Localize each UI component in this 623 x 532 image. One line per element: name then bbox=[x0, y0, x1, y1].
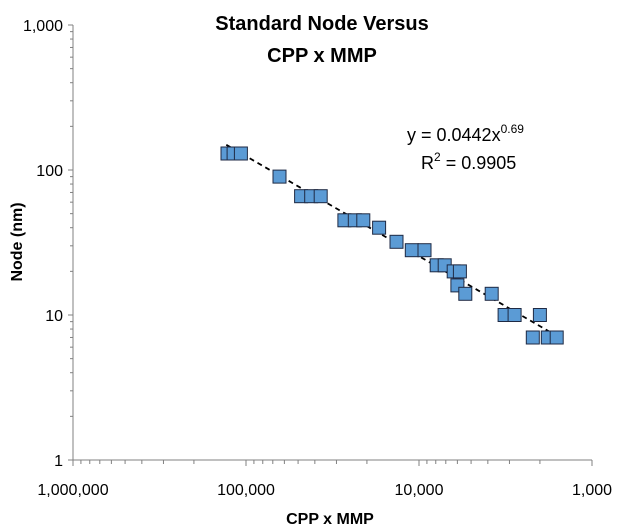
trendline-equation-base: y = 0.0442x bbox=[407, 125, 501, 145]
chart-title-line-1: Standard Node Versus bbox=[215, 13, 428, 35]
data-point bbox=[417, 243, 432, 258]
trendline-equation-exponent: 0.69 bbox=[501, 122, 525, 136]
y-tick-label: 100 bbox=[36, 163, 63, 180]
x-tick-label: 1,000 bbox=[572, 482, 612, 499]
y-tick-label: 10 bbox=[45, 308, 63, 325]
data-point bbox=[532, 308, 547, 322]
data-point bbox=[404, 243, 419, 258]
data-point bbox=[372, 220, 387, 235]
y-axis-title: Node (nm) bbox=[9, 202, 26, 281]
data-point bbox=[272, 169, 287, 184]
x-ticks: 1,000,000 100,000 10,000 1,000 bbox=[37, 460, 612, 499]
r-squared-prefix: R bbox=[421, 153, 434, 173]
data-point bbox=[389, 234, 404, 249]
data-point bbox=[356, 213, 371, 228]
data-point bbox=[507, 308, 522, 322]
chart-title-line-2: CPP x MMP bbox=[267, 45, 377, 67]
data-point bbox=[452, 264, 467, 279]
y-ticks: 1 10 100 1,000 bbox=[23, 18, 73, 470]
data-point bbox=[484, 286, 499, 301]
points-group bbox=[220, 146, 564, 345]
y-tick-label: 1 bbox=[54, 453, 63, 470]
trendline-r-squared: R2 = 0.9905 bbox=[421, 150, 516, 173]
data-point bbox=[313, 189, 328, 204]
r-squared-superscript: 2 bbox=[434, 150, 441, 164]
data-point bbox=[458, 286, 473, 301]
y-tick-label: 1,000 bbox=[23, 18, 63, 35]
trendline-equation: y = 0.0442x0.69 bbox=[407, 122, 524, 145]
data-point bbox=[525, 330, 540, 345]
x-axis-title: CPP x MMP bbox=[286, 511, 374, 528]
x-tick-label: 10,000 bbox=[395, 482, 444, 499]
x-tick-label: 100,000 bbox=[217, 482, 275, 499]
data-point bbox=[549, 330, 564, 345]
data-point bbox=[233, 146, 248, 161]
r-squared-value: = 0.9905 bbox=[441, 153, 517, 173]
x-tick-label: 1,000,000 bbox=[37, 482, 108, 499]
